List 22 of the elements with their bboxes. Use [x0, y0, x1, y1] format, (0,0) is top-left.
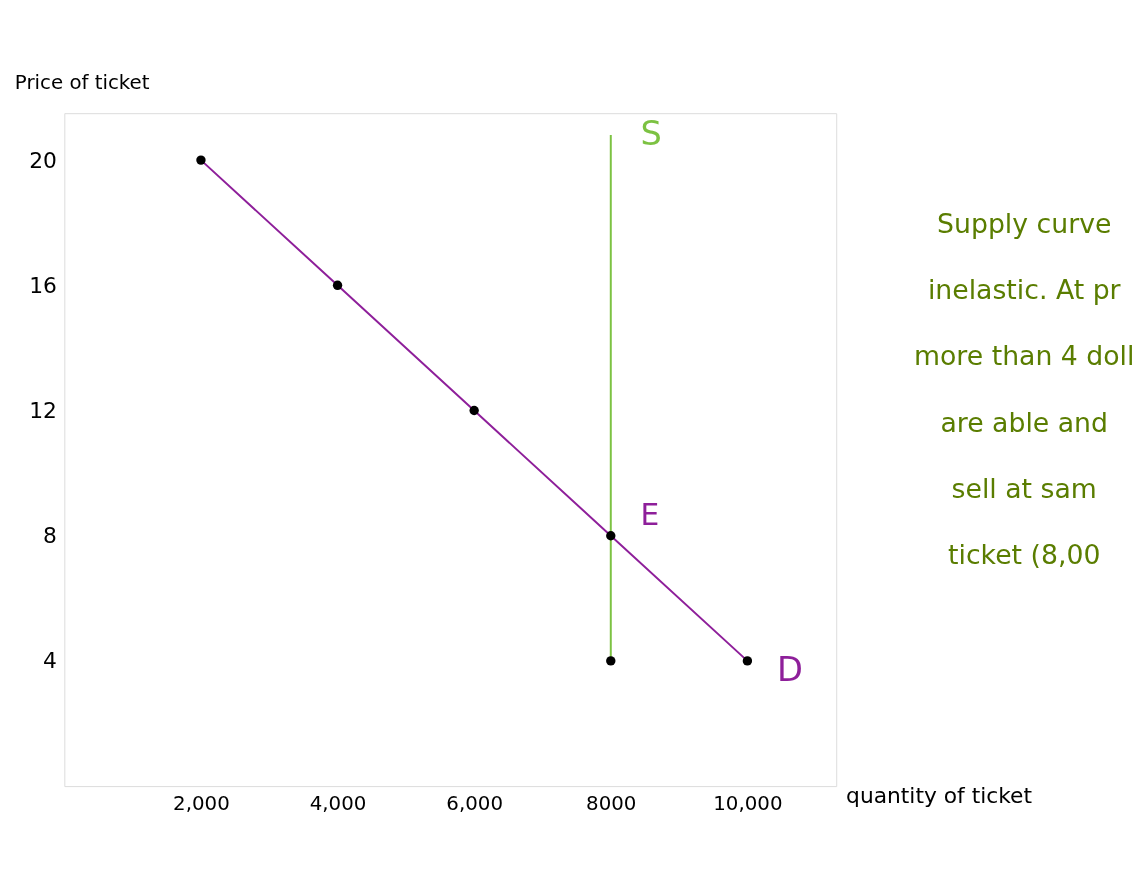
- y-tick-label: 8: [43, 523, 57, 549]
- series-label: D: [777, 649, 803, 689]
- point: [742, 656, 753, 666]
- point: [332, 280, 343, 290]
- y-tick-label: 16: [29, 272, 57, 298]
- y-axis-title: Price of ticket: [14, 71, 150, 95]
- x-tick-label: 8000: [586, 792, 637, 816]
- point: [606, 531, 616, 541]
- y-tick-label: 4: [43, 648, 57, 674]
- point: [196, 155, 206, 165]
- x-tick-label: 2,000: [173, 792, 230, 816]
- y-tick-label: 20: [29, 147, 57, 173]
- y-tick-label: 12: [29, 397, 57, 423]
- series-label: S: [640, 113, 662, 153]
- x-tick-label: 6,000: [446, 792, 503, 816]
- annotation: E: [640, 496, 660, 532]
- x-axis-title: quantity of ticket: [846, 782, 1033, 808]
- point: [469, 405, 479, 416]
- text: Supply curve inelastic. At pr more than 4 doll are able and sell at sam ticket (8,00: [914, 207, 1135, 571]
- x-tick-label: 4,000: [309, 792, 367, 816]
- x-tick-label: 10,000: [713, 792, 783, 816]
- point: [606, 656, 616, 666]
